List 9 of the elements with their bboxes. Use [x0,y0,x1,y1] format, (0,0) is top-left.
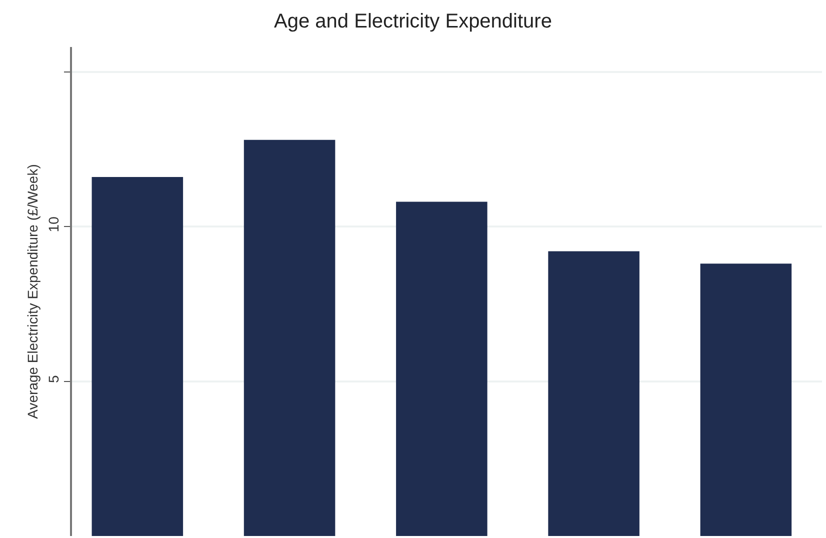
bar [700,264,792,536]
y-axis-title: Average Electricity Expenditure (£/Week) [24,164,40,419]
chart-title: Age and Electricity Expenditure [274,10,552,32]
bar [548,251,640,536]
bar [92,176,184,536]
bar [396,202,488,536]
bar [244,140,336,536]
y-tick-label: 10 [45,216,62,232]
y-tick-label: 5 [45,375,62,384]
